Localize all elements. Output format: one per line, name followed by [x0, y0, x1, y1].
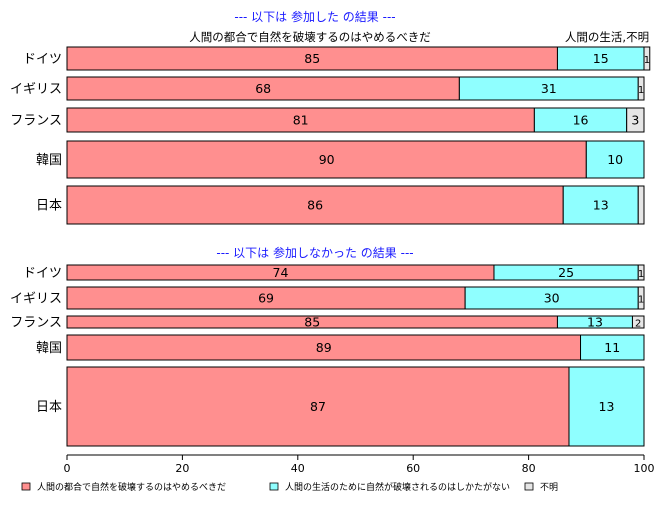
data-label: 13 — [587, 315, 603, 330]
bar-outline — [66, 334, 645, 361]
bar-segment — [66, 140, 587, 179]
data-label: 16 — [573, 113, 589, 128]
category-label: ドイツ — [23, 266, 62, 281]
panel-1: ドイツ 85 15 1 イギリス 68 31 1 フランス 81 16 3 韓国 90 10 日本 86 13 — [10, 46, 651, 225]
x-tick-label: 40 — [291, 462, 305, 475]
data-label: 85 — [304, 315, 320, 330]
data-label: 1 — [638, 269, 644, 280]
data-label: 87 — [310, 399, 326, 414]
data-label: 25 — [558, 265, 574, 280]
data-label: 74 — [273, 265, 289, 280]
bar-segment — [533, 107, 628, 133]
panel-2: ドイツ 74 25 1 イギリス 69 30 1 フランス 85 13 2 韓国 89 11 日本 87 13 — [10, 264, 645, 447]
data-label: 31 — [541, 81, 557, 96]
bar-outline — [66, 107, 645, 133]
x-tick-label: 0 — [64, 462, 71, 475]
data-label: 86 — [307, 198, 323, 213]
bar-outline — [66, 366, 645, 447]
data-label: 10 — [607, 152, 623, 167]
legend-label: 人間の都合で自然を破壊するのはやめるべきだ — [37, 481, 226, 493]
category-label: イギリス — [10, 292, 62, 307]
legend-swatch — [21, 482, 31, 491]
data-label: 11 — [604, 340, 620, 355]
data-label: 1 — [638, 295, 644, 306]
data-label: 85 — [304, 51, 320, 66]
bar-outline — [66, 46, 645, 71]
data-label: 13 — [593, 198, 609, 213]
panel-2-title: --- 以下は 参加しなかった の結果 --- — [216, 245, 413, 260]
data-label: 13 — [599, 399, 615, 414]
x-axis: 0 20 40 60 80 100 — [64, 454, 655, 475]
x-tick-label: 100 — [634, 462, 655, 475]
data-label: 15 — [593, 51, 609, 66]
legend-label: 人間の生活のために自然が破壊されるのはしかたがない — [285, 481, 510, 493]
data-label: 30 — [544, 291, 560, 306]
category-label: 日本 — [36, 400, 62, 415]
column-header-right: 人間の生活,不明 — [565, 30, 649, 44]
legend-label: 不明 — [540, 482, 558, 493]
bar-segment — [580, 334, 645, 361]
x-tick-label: 80 — [522, 462, 536, 475]
bar-segment — [562, 185, 639, 225]
data-label: 90 — [319, 152, 335, 167]
category-label: 日本 — [36, 199, 62, 214]
category-label: 韓国 — [36, 153, 62, 168]
panel-1-title: --- 以下は 参加した の結果 --- — [234, 9, 395, 24]
bar-outline — [66, 264, 645, 281]
data-label: 69 — [258, 291, 274, 306]
category-label: フランス — [10, 114, 62, 129]
legend-swatch — [269, 482, 279, 491]
bar-segment — [637, 185, 645, 225]
data-label: 1 — [638, 85, 644, 96]
category-label: フランス — [10, 316, 62, 331]
category-label: イギリス — [10, 82, 62, 97]
data-label: 1 — [644, 55, 650, 66]
x-tick-label: 20 — [175, 462, 189, 475]
data-label: 81 — [293, 113, 309, 128]
column-header-left: 人間の都合で自然を破壊するのはやめるべきだ — [189, 30, 431, 44]
bar-outline — [66, 315, 645, 329]
bar-outline — [66, 286, 645, 310]
bar-outline — [66, 185, 645, 225]
legend: 人間の都合で自然を破壊するのはやめるべきだ 人間の生活のために自然が破壊されるのは… — [21, 481, 558, 493]
data-label: 3 — [631, 113, 639, 128]
data-label: 89 — [316, 340, 332, 355]
data-label: 68 — [255, 81, 271, 96]
bar-outline — [66, 140, 645, 179]
bar-segment — [66, 185, 564, 225]
data-label: 2 — [635, 319, 641, 330]
category-label: ドイツ — [23, 52, 62, 67]
bar-outline — [66, 76, 645, 101]
legend-swatch — [524, 482, 534, 491]
x-tick-label: 60 — [406, 462, 420, 475]
category-label: 韓国 — [36, 341, 62, 356]
